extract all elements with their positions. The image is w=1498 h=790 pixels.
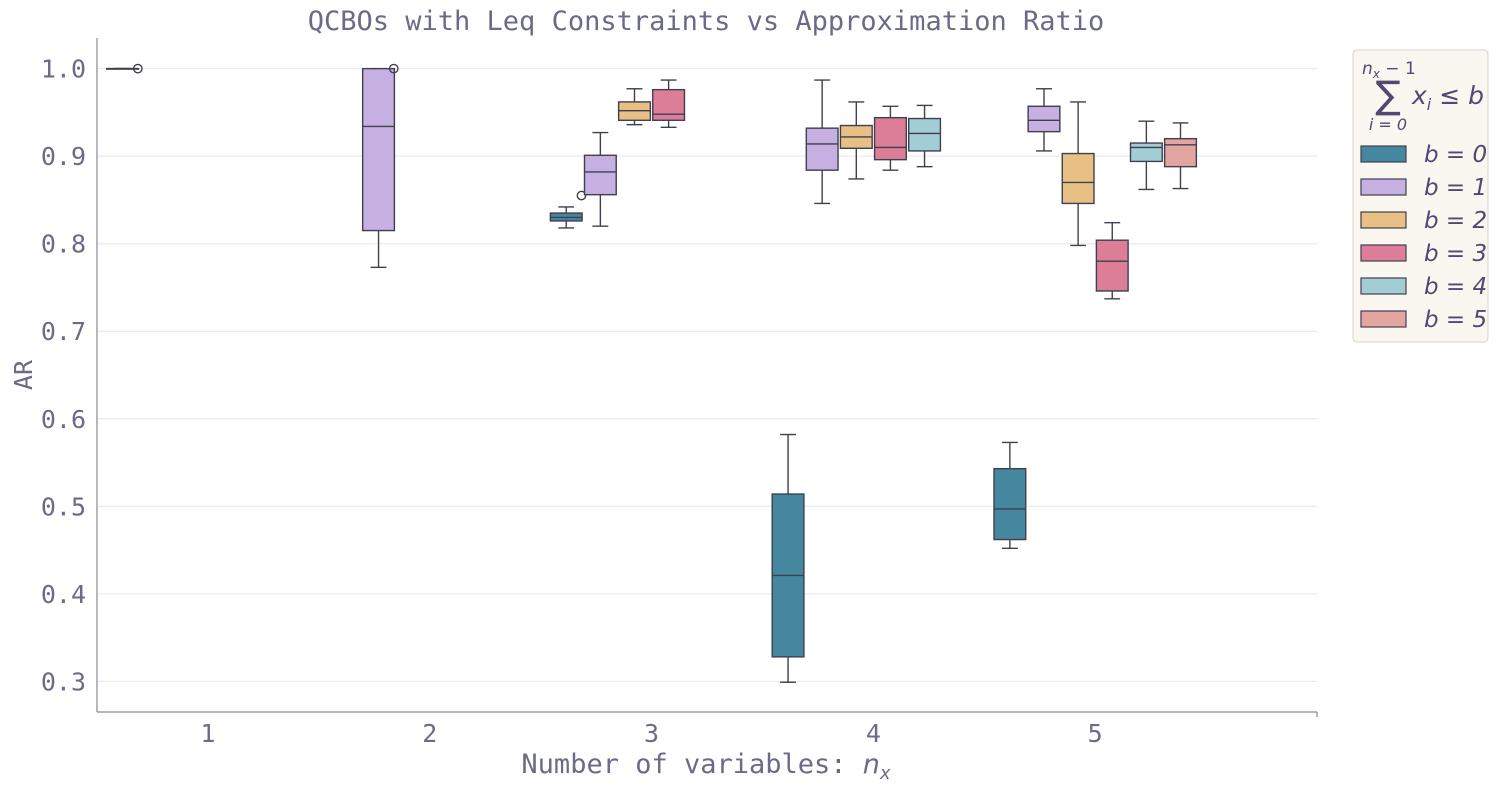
series-4 bbox=[907, 104, 1163, 191]
box bbox=[907, 117, 942, 152]
y-tick-labels: 0.3 0.4 0.5 0.6 0.7 0.8 0.9 1.0 bbox=[41, 55, 86, 697]
y-tick-label: 0.7 bbox=[41, 317, 86, 346]
legend-label: b = 1 bbox=[1424, 175, 1487, 201]
series-2 bbox=[617, 88, 1095, 247]
legend-title-expr-x: x bbox=[1411, 81, 1427, 110]
legend-title-expr-rest: ≤ b bbox=[1431, 81, 1484, 110]
x-tick-label: 5 bbox=[1088, 719, 1103, 748]
box bbox=[1163, 137, 1198, 168]
box bbox=[1095, 239, 1129, 292]
legend-title-expr-sub: i bbox=[1427, 95, 1432, 114]
box bbox=[993, 467, 1027, 541]
legend-title-upper-sub: x bbox=[1372, 67, 1381, 81]
axes bbox=[96, 38, 1318, 717]
series-3 bbox=[652, 79, 1129, 300]
legend-label: b = 0 bbox=[1424, 142, 1487, 168]
legend-title-upper-n: n bbox=[1362, 59, 1373, 79]
legend-swatch bbox=[1360, 244, 1407, 262]
x-axis-label-math: n bbox=[863, 749, 880, 780]
outlier-point bbox=[132, 63, 143, 74]
box bbox=[361, 67, 396, 232]
x-tick-label: 3 bbox=[644, 719, 659, 748]
legend-title-sum-symbol: ∑ bbox=[1375, 73, 1401, 117]
x-tick-label: 1 bbox=[200, 719, 215, 748]
x-axis-label: Number of variables: nx bbox=[521, 749, 891, 784]
y-tick-label: 0.6 bbox=[41, 405, 86, 434]
series-5 bbox=[1163, 122, 1198, 190]
x-axis-label-text: Number of variables: bbox=[521, 749, 862, 780]
outlier-point bbox=[388, 63, 399, 74]
legend-swatch bbox=[1360, 145, 1407, 163]
y-tick-label: 1.0 bbox=[41, 55, 86, 84]
y-axis-label: AR bbox=[9, 359, 38, 390]
chart-title: QCBOs with Leq Constraints vs Approximat… bbox=[308, 6, 1105, 37]
series-0 bbox=[106, 63, 1027, 683]
y-tick-label: 0.5 bbox=[41, 492, 86, 521]
legend-label: b = 4 bbox=[1424, 274, 1487, 300]
series-1 bbox=[361, 63, 1061, 269]
grid-lines bbox=[97, 68, 1317, 682]
box bbox=[805, 127, 839, 171]
x-axis-label-math-sub: x bbox=[879, 763, 891, 784]
legend-label: b = 2 bbox=[1424, 208, 1487, 234]
legend-items: b = 0 b = 1 b = 2 b = 3 b = 4 b = 5 bbox=[1360, 142, 1487, 333]
legend-title-lower-text: i = 0 bbox=[1369, 115, 1407, 134]
box bbox=[583, 154, 617, 196]
y-tick-label: 0.4 bbox=[41, 580, 86, 609]
legend-title-lower: i = 0 bbox=[1369, 115, 1407, 134]
box bbox=[873, 116, 907, 161]
legend-title-expr: xi ≤ b bbox=[1411, 81, 1484, 114]
legend: nx − 1 ∑ i = 0 xi ≤ b b = 0b = 1b = 2b =… bbox=[1352, 49, 1489, 343]
legend-frame bbox=[1352, 49, 1489, 343]
x-tick-label: 2 bbox=[422, 719, 437, 748]
y-tick-label: 0.8 bbox=[41, 230, 86, 259]
legend-label: b = 3 bbox=[1424, 241, 1487, 267]
box bbox=[1027, 105, 1061, 133]
box bbox=[1129, 142, 1163, 163]
box bbox=[1061, 152, 1095, 205]
box-series bbox=[106, 63, 1198, 683]
x-tick-label: 4 bbox=[866, 719, 881, 748]
legend-label: b = 5 bbox=[1424, 307, 1487, 333]
y-tick-label: 0.3 bbox=[41, 667, 86, 696]
legend-title-upper: nx − 1 bbox=[1362, 59, 1416, 81]
box bbox=[652, 88, 686, 121]
x-tick-labels: 1 2 3 4 5 bbox=[200, 719, 1102, 748]
legend-swatch bbox=[1360, 211, 1407, 229]
legend-swatch bbox=[1360, 178, 1407, 196]
legend-swatch bbox=[1360, 277, 1407, 295]
outlier-point bbox=[576, 190, 587, 201]
legend-title-upper-rest: − 1 bbox=[1380, 59, 1416, 79]
y-tick-label: 0.9 bbox=[41, 142, 86, 171]
legend-swatch bbox=[1360, 310, 1407, 328]
